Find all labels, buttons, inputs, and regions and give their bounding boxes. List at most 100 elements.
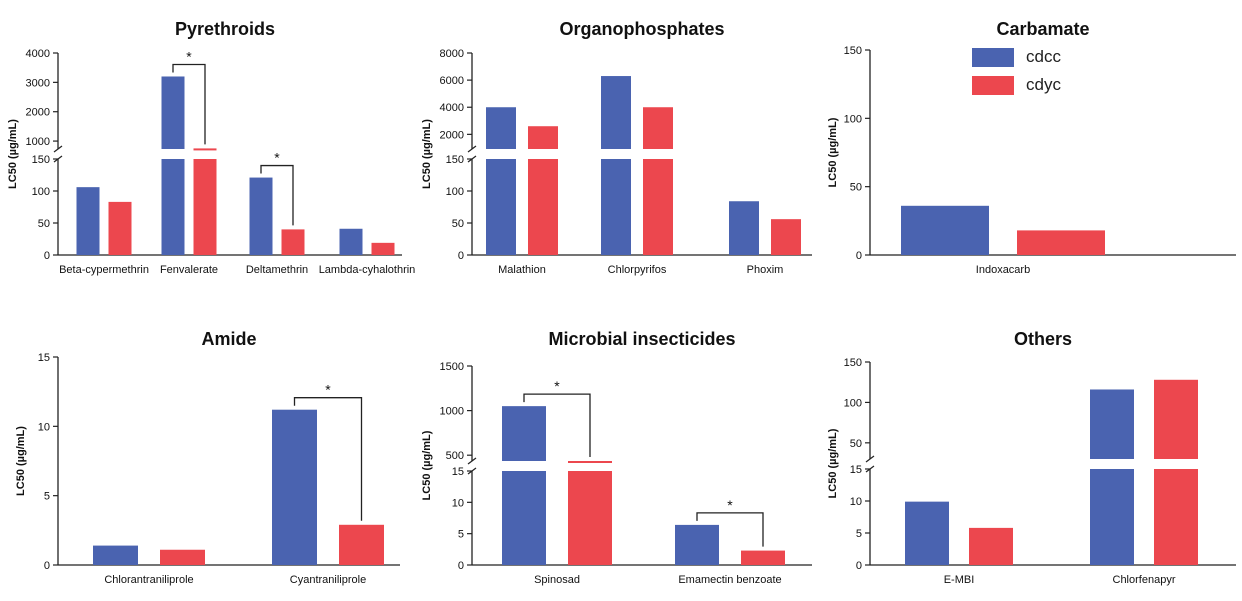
y-tick-label: 0 [458, 560, 464, 572]
bar-cdcc [729, 201, 759, 255]
y-tick-label: 10 [850, 496, 862, 508]
chart-panel-4: Amide LC50 (µg/mL) 0 5 10 15 Chlorantranilipro… [15, 329, 400, 586]
chart-panel-2: Organophosphates LC50 (µg/mL) 0 50 100 150 200… [421, 19, 812, 276]
bar-cdyc-upper [528, 126, 558, 149]
legend-item-cdcc: cdcc [972, 44, 1061, 70]
y-axis-label: LC50 (µg/mL) [15, 426, 27, 496]
chart-title: Others [1014, 329, 1072, 349]
bar-cdcc [272, 409, 317, 565]
y-tick-label: 150 [844, 357, 862, 369]
y-tick-label: 4000 [440, 102, 464, 114]
bar-cdcc [1090, 469, 1134, 565]
y-tick-label: 1500 [440, 361, 464, 373]
bar-cdyc [193, 159, 217, 255]
x-tick-label: Deltamethrin [246, 264, 308, 276]
y-axis-label: LC50 (µg/mL) [827, 428, 839, 498]
y-tick-label: 50 [850, 182, 862, 194]
y-tick-label: 3000 [26, 77, 50, 89]
bar-cdyc [643, 159, 673, 255]
bar-cdcc [161, 159, 185, 255]
axis-break-mark [467, 457, 477, 465]
legend-label-cdyc: cdyc [1026, 75, 1061, 94]
bar-cdyc-upper [193, 148, 217, 151]
y-tick-label: 0 [458, 250, 464, 262]
bar-cdyc [1017, 230, 1105, 255]
significance-bracket [260, 164, 294, 226]
bar-cdyc [568, 471, 612, 565]
x-tick-label: Lambda-cyhalothrin [319, 264, 416, 276]
y-tick-label: 5 [44, 491, 50, 503]
bar-cdyc [1154, 469, 1198, 565]
y-tick-label: 6000 [440, 75, 464, 87]
y-tick-label: 150 [844, 45, 862, 57]
bar-cdyc [108, 201, 132, 255]
bar-cdcc [601, 159, 631, 255]
bar-cdyc [528, 159, 558, 255]
x-tick-label: Emamectin benzoate [678, 574, 781, 586]
y-tick-label: 0 [856, 560, 862, 572]
bar-cdyc [281, 229, 305, 255]
x-tick-label: Beta-cypermethrin [59, 264, 149, 276]
significance-marker: * [186, 48, 192, 64]
y-axis-label: LC50 (µg/mL) [827, 117, 839, 187]
y-tick-label: 8000 [440, 48, 464, 60]
y-tick-label: 2000 [26, 107, 50, 119]
legend-item-cdyc: cdyc [972, 72, 1061, 98]
y-tick-label: 2000 [440, 129, 464, 141]
significance-marker: * [554, 378, 560, 394]
bar-cdyc [741, 550, 785, 565]
bar-cdcc [76, 187, 100, 255]
bar-cdcc [901, 205, 989, 255]
bar-cdcc-upper [502, 406, 546, 461]
significance-marker: * [325, 382, 331, 398]
y-tick-label: 50 [38, 218, 50, 230]
bar-cdyc [969, 527, 1013, 565]
bar-cdcc [905, 501, 949, 565]
bar-cdyc [371, 242, 395, 255]
legend: cdcc cdyc [972, 44, 1061, 100]
y-tick-label: 5 [458, 529, 464, 541]
legend-swatch-cdyc [972, 75, 1014, 95]
y-tick-label: 0 [856, 250, 862, 262]
y-tick-label: 100 [446, 186, 464, 198]
y-axis-label: LC50 (µg/mL) [421, 430, 433, 500]
y-axis-label: LC50 (µg/mL) [7, 119, 19, 189]
axis-break-mark [53, 145, 63, 153]
axis-break-mark [467, 145, 477, 153]
x-tick-label: Chlorantraniliprole [104, 574, 193, 586]
significance-bracket [696, 512, 764, 547]
bar-cdcc [93, 545, 138, 565]
bar-cdcc [339, 228, 363, 255]
y-tick-label: 50 [850, 438, 862, 450]
bar-cdyc [339, 524, 384, 565]
x-tick-label: Malathion [498, 264, 546, 276]
y-tick-label: 100 [32, 186, 50, 198]
chart-panel-5: Microbial insecticides LC50 (µg/mL) 0 5 10 15… [421, 329, 812, 586]
chart-panel-1: Pyrethroids LC50 (µg/mL) 0 50 100 150 1000 2000… [7, 19, 415, 276]
bar-cdcc [486, 159, 516, 255]
bar-cdyc [160, 549, 205, 565]
bar-cdcc-upper [161, 76, 185, 149]
significance-bracket [293, 397, 363, 521]
bar-cdcc-upper [486, 107, 516, 149]
bar-cdcc [675, 524, 719, 565]
significance-bracket [172, 63, 206, 145]
significance-marker: * [274, 150, 280, 166]
legend-label-cdcc: cdcc [1026, 47, 1061, 66]
bar-cdcc [502, 471, 546, 565]
chart-title: Pyrethroids [175, 19, 275, 39]
bar-cdyc-upper [643, 107, 673, 149]
bar-cdcc-upper [601, 76, 631, 149]
y-tick-label: 1000 [440, 406, 464, 418]
axis-break-mark [865, 455, 875, 463]
y-tick-label: 10 [452, 497, 464, 509]
y-tick-label: 0 [44, 250, 50, 262]
chart-title: Microbial insecticides [548, 329, 735, 349]
y-axis-label: LC50 (µg/mL) [421, 119, 433, 189]
y-tick-label: 15 [38, 352, 50, 364]
y-tick-label: 1000 [26, 136, 50, 148]
y-tick-label: 15 [850, 464, 862, 476]
chart-title: Organophosphates [559, 19, 724, 39]
y-tick-label: 500 [446, 450, 464, 462]
